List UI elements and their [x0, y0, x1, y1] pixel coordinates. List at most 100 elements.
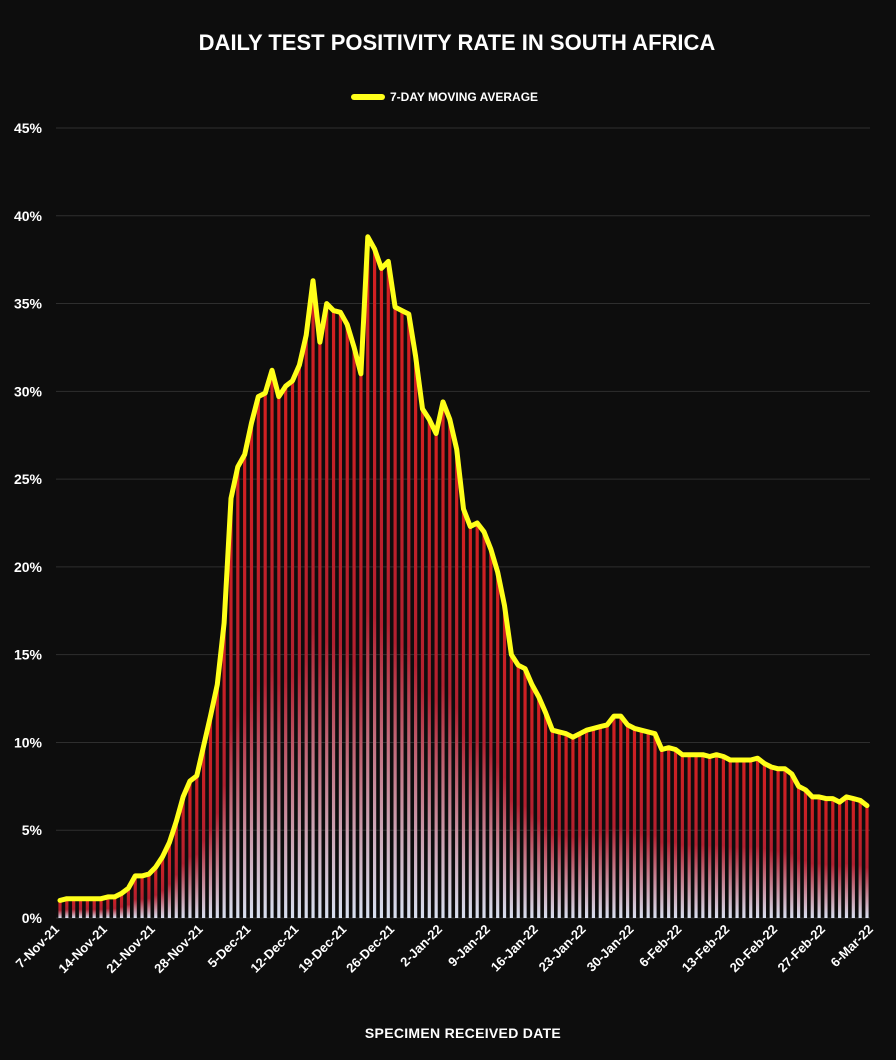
y-tick-label: 30% [14, 383, 43, 399]
bar [810, 796, 814, 918]
x-axis-label: SPECIMEN RECEIVED DATE [365, 1025, 561, 1041]
y-tick-label: 10% [14, 734, 43, 750]
bar [482, 531, 486, 918]
bars [58, 236, 869, 919]
y-tick-label: 20% [14, 559, 43, 575]
bar [284, 386, 288, 919]
bar [735, 760, 739, 918]
bar [366, 236, 370, 918]
bar [270, 370, 274, 918]
bar [755, 758, 760, 918]
bar [372, 249, 377, 919]
bar [58, 900, 62, 918]
bar [325, 303, 329, 918]
chart-title: DAILY TEST POSITIVITY RATE IN SOUTH AFRI… [199, 30, 716, 55]
bar [188, 781, 192, 918]
bar [783, 768, 787, 918]
bar [414, 356, 418, 918]
bar [838, 802, 842, 918]
bar [714, 754, 719, 918]
bar [434, 433, 438, 918]
bar [167, 842, 172, 918]
bar [797, 786, 801, 918]
bar [803, 789, 808, 918]
bar [393, 307, 397, 919]
bar [571, 737, 575, 918]
bar [626, 724, 630, 918]
bar [181, 796, 185, 918]
bar [154, 867, 158, 918]
bar [448, 419, 452, 918]
bar [564, 733, 568, 918]
bar [407, 314, 411, 919]
bar [304, 335, 308, 919]
bar [790, 774, 794, 918]
bar [359, 373, 363, 918]
bar [673, 749, 678, 918]
bar [331, 310, 336, 919]
bar [824, 798, 828, 918]
bar [352, 347, 356, 918]
bar [174, 821, 178, 918]
bar [441, 401, 445, 918]
bar [865, 805, 869, 918]
bar [694, 754, 698, 918]
bar [516, 665, 520, 918]
bar [687, 754, 691, 918]
bar [208, 716, 213, 918]
bar [72, 898, 76, 918]
y-axis: 0% 5% 10% 15% 20% 25% 30% 35% 40% 45% [14, 120, 43, 926]
bar [530, 684, 534, 918]
bar [338, 312, 342, 918]
bar [509, 654, 513, 918]
y-tick-label: 15% [14, 647, 43, 663]
bar [113, 896, 117, 918]
y-tick-label: 45% [14, 120, 43, 136]
bar [133, 875, 137, 918]
y-tick-label: 0% [22, 910, 43, 926]
bar [831, 798, 835, 918]
bar [160, 856, 165, 918]
bar [468, 526, 472, 918]
bar [639, 730, 643, 918]
bar [126, 888, 130, 918]
bar [455, 449, 459, 918]
bar [523, 668, 527, 918]
bar [585, 730, 589, 918]
bar [229, 498, 233, 918]
bar [776, 768, 780, 918]
bar [195, 775, 199, 918]
bar [680, 754, 684, 918]
bar [817, 796, 821, 918]
bar [605, 724, 609, 918]
bar [762, 763, 767, 918]
bar [427, 419, 431, 918]
bar [318, 342, 322, 919]
bar [140, 875, 144, 918]
y-tick-label: 35% [14, 296, 43, 312]
bar [612, 716, 616, 918]
bar [701, 754, 705, 918]
bar [557, 731, 561, 918]
bar [85, 898, 89, 918]
bar [489, 549, 493, 918]
bar [653, 733, 657, 918]
bar [496, 572, 500, 918]
legend-label: 7-DAY MOVING AVERAGE [390, 90, 538, 104]
bar [749, 760, 753, 918]
bar [742, 760, 746, 918]
bar [537, 696, 541, 918]
bar [543, 712, 548, 918]
bar [660, 749, 664, 918]
bar [92, 898, 96, 918]
bar [591, 728, 596, 918]
bar [119, 893, 124, 918]
bar [619, 716, 623, 918]
bar [277, 396, 281, 919]
y-tick-label: 5% [22, 822, 43, 838]
bar [386, 261, 390, 918]
bar [728, 760, 732, 918]
bar [475, 523, 479, 918]
bar [256, 396, 260, 919]
bar [400, 310, 404, 919]
